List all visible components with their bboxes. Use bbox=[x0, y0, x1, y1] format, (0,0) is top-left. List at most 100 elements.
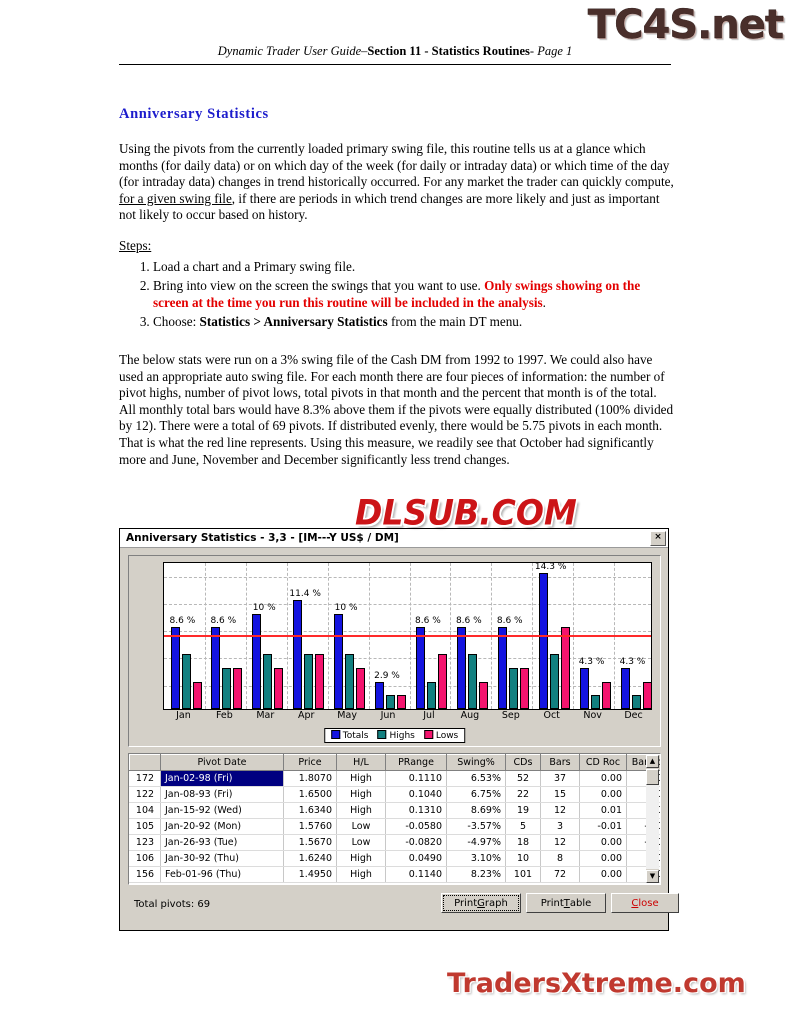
cell-cds: 5 bbox=[505, 818, 541, 835]
x-axis-label-feb: Feb bbox=[215, 710, 233, 721]
bar-lows-jan bbox=[192, 681, 202, 709]
bar-group bbox=[170, 563, 203, 709]
table-row[interactable]: 105 Jan-20-92 (Mon) 1.5760 Low -0.0580 -3.57%… bbox=[129, 818, 660, 835]
bar-highs-jun bbox=[386, 695, 396, 709]
chart-panel: 02468108.6 %8.6 %10 %11.4 %10 %2.9 %8.6 … bbox=[128, 555, 661, 747]
bar-group bbox=[497, 563, 530, 709]
step-2-text-a: Bring into view on the screen the swings… bbox=[153, 277, 485, 293]
bar-lows-jul bbox=[438, 654, 448, 709]
cell-prange: -0.0820 bbox=[385, 834, 447, 851]
bar-totals-apr bbox=[293, 599, 303, 709]
cell-high-low: Low bbox=[336, 834, 386, 851]
bar-highs-nov bbox=[590, 695, 600, 709]
close-icon[interactable]: × bbox=[650, 530, 666, 546]
cell-pivot-date: Jan-30-92 (Thu) bbox=[160, 850, 284, 867]
scroll-up-icon[interactable]: ▲ bbox=[646, 755, 659, 768]
close-post: lose bbox=[638, 897, 659, 909]
cell-bars: 37 bbox=[540, 770, 580, 787]
scroll-down-icon[interactable]: ▼ bbox=[646, 870, 659, 883]
cell-bars: 8 bbox=[540, 850, 580, 867]
bar-highs-may bbox=[345, 654, 355, 709]
bar-group bbox=[456, 563, 489, 709]
cell-idx: 156 bbox=[129, 866, 161, 883]
column-header-bars[interactable]: Bars bbox=[540, 754, 580, 771]
cell-cd-roc: -0.01 bbox=[579, 818, 627, 835]
print-graph-accel: G bbox=[477, 897, 485, 909]
bar-lows-sep bbox=[519, 668, 529, 709]
intro-underlined-phrase: for a given swing file bbox=[119, 190, 232, 206]
column-header-swing-[interactable]: Swing% bbox=[446, 754, 506, 771]
cell-idx: 172 bbox=[129, 770, 161, 787]
table-row[interactable]: 106 Jan-30-92 (Thu) 1.6240 High 0.0490 3.10% 1… bbox=[129, 850, 660, 867]
bar-totals-oct bbox=[538, 572, 548, 709]
print-graph-post: raph bbox=[484, 897, 508, 909]
column-header-pivot-date[interactable]: Pivot Date bbox=[160, 754, 284, 771]
table-row[interactable]: 122 Jan-08-93 (Fri) 1.6500 High 0.1040 6.75% 2… bbox=[129, 786, 660, 803]
bar-highs-aug bbox=[467, 654, 477, 709]
cell-high-low: Low bbox=[336, 818, 386, 835]
column-header-cd-roc[interactable]: CD Roc bbox=[579, 754, 627, 771]
cell-price: 1.6500 bbox=[283, 786, 337, 803]
bar-lows-nov bbox=[601, 681, 611, 709]
y-axis-tick-mark bbox=[163, 631, 164, 632]
x-axis-label-jun: Jun bbox=[380, 710, 396, 721]
cell-cd-roc: 0.00 bbox=[579, 850, 627, 867]
pivot-table[interactable]: Pivot Date Price H/L PRange Swing% CDs Bars CD … bbox=[129, 754, 660, 883]
legend-label: Lows bbox=[435, 731, 459, 741]
cell-prange: 0.1040 bbox=[385, 786, 447, 803]
table-row[interactable]: 156 Feb-01-96 (Thu) 1.4950 High 0.1140 8.23% 1… bbox=[129, 866, 660, 883]
bar-lows-aug bbox=[478, 681, 488, 709]
column-header-index[interactable] bbox=[129, 754, 161, 771]
bar-highs-jul bbox=[427, 681, 437, 709]
legend-label: Totals bbox=[342, 731, 369, 741]
cell-pivot-date: Jan-20-92 (Mon) bbox=[160, 818, 284, 835]
y-axis-tick-mark bbox=[163, 658, 164, 659]
cell-idx: 104 bbox=[129, 802, 161, 819]
scrollbar-thumb[interactable] bbox=[646, 769, 659, 785]
bar-highs-apr bbox=[304, 654, 314, 709]
scrollbar-trough[interactable] bbox=[646, 785, 659, 869]
cell-prange: 0.0490 bbox=[385, 850, 447, 867]
table-row[interactable]: 104 Jan-15-92 (Wed) 1.6340 High 0.1310 8.69% 1… bbox=[129, 802, 660, 819]
running-head-dash2: - bbox=[529, 44, 535, 58]
bar-lows-oct bbox=[560, 627, 570, 709]
table-vertical-scrollbar[interactable]: ▲ ▼ bbox=[646, 755, 659, 883]
legend-swatch bbox=[330, 730, 340, 739]
bar-highs-oct bbox=[549, 654, 559, 709]
table-row[interactable]: 172 Jan-02-98 (Fri) 1.8070 High 0.1110 6.53% 5… bbox=[129, 770, 660, 787]
cell-bars: 72 bbox=[540, 866, 580, 883]
column-header-prange[interactable]: PRange bbox=[385, 754, 447, 771]
column-header-price[interactable]: Price bbox=[283, 754, 337, 771]
pivot-table-panel: Pivot Date Price H/L PRange Swing% CDs Bars CD … bbox=[128, 753, 661, 885]
bar-value-label: 4.3 % bbox=[619, 657, 646, 668]
bar-value-label: 4.3 % bbox=[578, 657, 605, 668]
y-axis-tick-mark bbox=[163, 604, 164, 605]
table-row[interactable]: 123 Jan-26-93 (Tue) 1.5670 Low -0.0820 -4.97%… bbox=[129, 834, 660, 851]
bar-totals-nov bbox=[579, 668, 589, 709]
cell-cd-roc: 0.00 bbox=[579, 786, 627, 803]
reference-line bbox=[164, 634, 651, 637]
print-graph-pre: Print bbox=[454, 897, 478, 909]
cell-swing-pct: 6.75% bbox=[446, 786, 506, 803]
close-accel: C bbox=[631, 897, 639, 909]
cell-pivot-date: Feb-01-96 (Thu) bbox=[160, 866, 284, 883]
bar-value-label: 8.6 % bbox=[496, 616, 523, 627]
gridline-horizontal bbox=[164, 658, 651, 660]
column-header-cds[interactable]: CDs bbox=[505, 754, 541, 771]
cell-cds: 22 bbox=[505, 786, 541, 803]
cell-cd-roc: 0.01 bbox=[579, 802, 627, 819]
print-table-accel: T bbox=[563, 897, 570, 909]
cell-cds: 19 bbox=[505, 802, 541, 819]
step-2-warning: Only swings showing on the screen at the… bbox=[153, 277, 641, 310]
bar-lows-dec bbox=[642, 681, 651, 709]
x-axis-label-jul: Jul bbox=[423, 710, 435, 721]
x-axis-label-oct: Oct bbox=[543, 710, 560, 721]
cell-high-low: High bbox=[336, 802, 386, 819]
bar-value-label: 8.6 % bbox=[415, 616, 441, 627]
column-header-h-l[interactable]: H/L bbox=[336, 754, 386, 771]
bar-value-label: 8.6 % bbox=[455, 616, 482, 627]
